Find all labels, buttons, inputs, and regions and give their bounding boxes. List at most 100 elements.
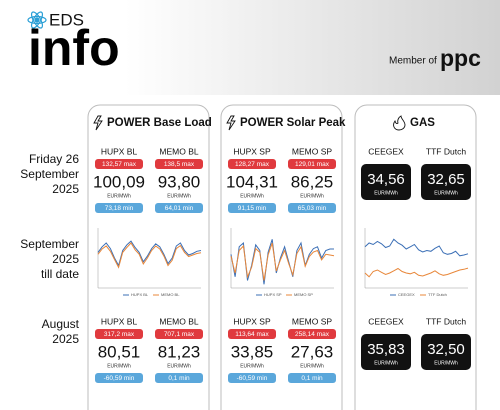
item-name: MEMO BL (159, 146, 198, 156)
pill-label: 138,5 max (164, 161, 195, 168)
item-value: 100,09 (93, 172, 145, 191)
item-unit: EUR/MWh (107, 363, 131, 369)
pill (95, 329, 143, 339)
item-unit: EUR/MWh (374, 360, 398, 366)
member-text: Member of (389, 56, 437, 67)
brand: EDS (49, 10, 84, 29)
pill (155, 373, 203, 383)
item-unit: EUR/MWh (434, 360, 458, 366)
bolt-icon (226, 115, 236, 131)
pill (155, 159, 203, 169)
pill (155, 329, 203, 339)
item-name: HUPX BL (101, 316, 138, 326)
bolt-icon (93, 115, 103, 131)
pill-label: 65,03 min (298, 205, 327, 212)
item-value: 81,23 (158, 342, 201, 361)
trend-line (230, 242, 335, 281)
pill (228, 203, 276, 213)
value-box (361, 164, 411, 200)
pill-label: 129,01 max (295, 161, 330, 168)
item-value: 80,51 (98, 342, 141, 361)
item-unit: EUR/MWh (107, 193, 131, 199)
item-value: 86,25 (291, 172, 334, 191)
item-value: 35,83 (367, 341, 405, 358)
pill-label: 0,1 min (168, 375, 190, 382)
item-value: 34,56 (367, 171, 405, 188)
item-value: 27,63 (291, 342, 334, 361)
pill (155, 203, 203, 213)
flame-icon (393, 115, 406, 131)
legend-label: HUPX BL (131, 292, 149, 297)
pill-label: 317,2 max (104, 331, 135, 338)
trend-line (364, 238, 469, 257)
item-unit: EUR/MWh (300, 363, 324, 369)
item-unit: EUR/MWh (240, 363, 264, 369)
pill-label: 73,18 min (105, 205, 134, 212)
atom-icon (27, 11, 47, 29)
pill (288, 203, 336, 213)
pill (228, 159, 276, 169)
row-label: August (42, 317, 80, 331)
card-title: GAS (410, 117, 435, 129)
pill (228, 329, 276, 339)
header-band (0, 0, 500, 95)
item-name: HUPX SP (233, 316, 271, 326)
pill-label: 128,27 max (235, 161, 270, 168)
pill-label: 64,01 min (165, 205, 194, 212)
item-unit: EUR/MWh (374, 190, 398, 196)
pill (288, 329, 336, 339)
item-name: HUPX SP (233, 146, 271, 156)
item-value: 32,65 (427, 171, 465, 188)
item-unit: EUR/MWh (167, 193, 191, 199)
legend-label: TTF Dutch (428, 292, 447, 297)
pill (95, 159, 143, 169)
item-value: 104,31 (226, 172, 278, 191)
logo: info (28, 20, 120, 76)
trend-line (364, 267, 469, 278)
value-box (361, 334, 411, 370)
item-name: TTF Dutch (426, 316, 466, 326)
row-label: 2025 (52, 182, 79, 196)
legend-label: MEMO BL (161, 292, 180, 297)
card-title: POWER Base Load (107, 117, 212, 129)
card-title: POWER Solar Peak (240, 117, 346, 129)
value-box (421, 164, 471, 200)
item-name: MEMO SP (292, 146, 332, 156)
item-value: 93,80 (158, 172, 201, 191)
item-name: MEMO SP (292, 316, 332, 326)
pill-label: 113,64 max (235, 331, 269, 338)
pill-label: 258,14 max (295, 331, 330, 338)
pill (288, 373, 336, 383)
item-name: CEEGEX (368, 146, 404, 156)
pill-label: -60,59 min (104, 375, 135, 382)
row-label: till date (41, 267, 79, 281)
legend-label: MEMO SP (294, 292, 313, 297)
row-label: Friday 26 (29, 152, 79, 166)
item-unit: EUR/MWh (300, 193, 324, 199)
pill (288, 159, 336, 169)
member-logo: ppc (440, 45, 481, 71)
row-label: 2025 (52, 252, 79, 266)
item-value: 33,85 (231, 342, 274, 361)
trend-line (230, 239, 334, 285)
pill-label: 132,57 max (102, 161, 137, 168)
item-unit: EUR/MWh (434, 190, 458, 196)
row-label: September (20, 167, 79, 181)
item-unit: EUR/MWh (240, 193, 264, 199)
item-name: CEEGEX (368, 316, 404, 326)
pill (95, 373, 143, 383)
value-box (421, 334, 471, 370)
pill-label: 707,1 max (164, 331, 195, 338)
pill-label: -60,59 min (237, 375, 268, 382)
item-unit: EUR/MWh (167, 363, 191, 369)
pill-label: 0,1 min (301, 375, 323, 382)
legend-label: CEEGEX (398, 292, 415, 297)
row-label: 2025 (52, 332, 79, 346)
item-name: MEMO BL (159, 316, 198, 326)
trend-line (97, 240, 202, 267)
item-name: TTF Dutch (426, 146, 466, 156)
trend-line (97, 242, 202, 269)
item-name: HUPX BL (101, 146, 138, 156)
